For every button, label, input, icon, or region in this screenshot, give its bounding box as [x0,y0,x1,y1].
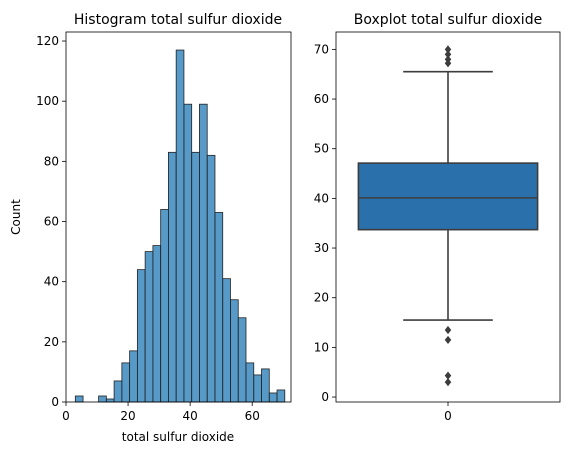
histogram-x-tick-label: 0 [62,409,70,423]
histogram-bar [276,389,286,403]
histogram-bar [214,212,224,403]
boxplot-y-tick-label: 40 [314,191,329,205]
histogram-bar [268,392,278,403]
histogram-y-ticks: 0 20 40 60 80 100 120 [36,34,66,409]
boxplot-y-tick-label: 10 [314,340,329,354]
boxplot-x-ticks: 0 [444,402,452,423]
histogram-bar [206,154,216,403]
boxplot-y-tick-label: 20 [314,291,329,305]
histogram-bar [129,350,138,403]
histogram-axes-frame [65,31,292,403]
boxplot-axes-frame [335,31,561,403]
boxplot-y-tick-label: 30 [314,241,329,255]
histogram-x-tick-label: 60 [245,409,260,423]
histogram-y-tick-label: 80 [44,154,59,168]
histogram-bar [175,49,185,403]
histogram-bar [74,395,84,403]
boxplot-elements [357,45,539,387]
histogram-bar [136,269,146,403]
histogram-bar [230,299,239,403]
boxplot-y-tick-label: 60 [314,92,329,106]
histogram-bars [74,49,286,403]
histogram-bar [253,374,262,403]
histogram-bar [191,151,200,403]
boxplot-x-tick-label: 0 [444,409,452,423]
histogram-bar [98,395,107,403]
boxplot-y-tick-label: 50 [314,142,329,156]
boxplot-outlier [444,378,452,387]
histogram-y-tick-label: 60 [44,215,59,229]
boxplot-y-tick-label: 0 [321,390,329,404]
histogram-title: Histogram total sulfur dioxide [74,12,282,28]
histogram-x-tick-label: 40 [182,409,197,423]
histogram-bar [113,380,123,403]
boxplot-panel: Boxplot total sulfur dioxide 0 10 20 30 40 50… [314,12,561,423]
histogram-bar [261,368,270,403]
histogram-y-tick-label: 0 [51,395,59,409]
histogram-y-tick-label: 40 [44,275,59,289]
boxplot-y-tick-label: 70 [314,42,329,56]
boxplot-outlier [444,335,452,344]
histogram-y-tick-label: 20 [44,335,59,349]
histogram-bar [144,251,154,403]
histogram-x-axis-label: total sulfur dioxide [122,430,234,444]
histogram-bar [183,103,193,403]
histogram-bar [105,398,115,403]
histogram-y-axis-label: Count [9,199,23,235]
histogram-x-tick-label: 20 [120,409,135,423]
histogram-bar [152,245,162,403]
histogram-bar [160,209,169,403]
boxplot-title: Boxplot total sulfur dioxide [354,12,542,28]
histogram-x-ticks: 0 20 40 60 [62,402,260,423]
histogram-y-tick-label: 100 [36,94,59,108]
boxplot-box [357,162,539,231]
histogram-bar [121,362,131,403]
histogram-y-tick-label: 120 [36,34,59,48]
boxplot-outlier [444,325,452,335]
histogram-bar [199,103,208,403]
boxplot-y-ticks: 0 10 20 30 40 50 60 70 [314,42,336,404]
histogram-bar [168,151,177,403]
histogram-bar [237,317,247,403]
histogram-panel: Histogram total sulfur dioxide 0 20 40 60 80… [9,12,292,444]
histogram-bar [245,362,255,403]
boxplot-outlier [444,59,452,68]
histogram-bar [222,278,231,403]
